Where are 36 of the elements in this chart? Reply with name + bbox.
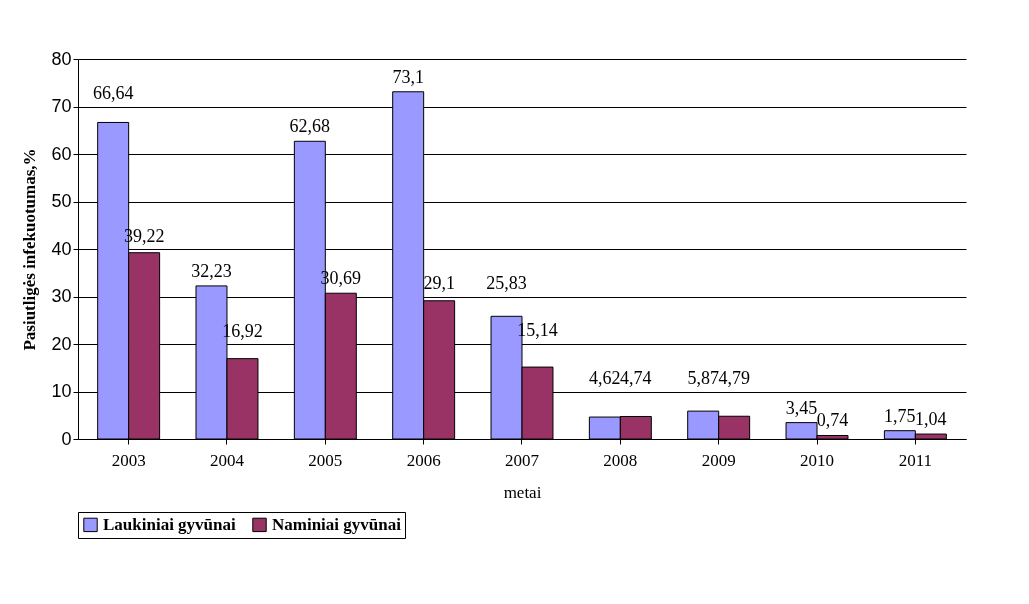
y-tick-label: 60 [51, 143, 72, 164]
x-axis-title: metai [503, 482, 542, 502]
x-tick-label: 2011 [898, 450, 933, 470]
legend-label: Naminiai gyvūnai [272, 514, 402, 534]
y-tick-label: 30 [51, 286, 72, 306]
x-tick-label: 2009 [701, 450, 736, 470]
x-tick-label: 2007 [505, 450, 540, 470]
y-axis-title: Pasiutligės infekuotumas,% [20, 148, 40, 351]
data-label: 0,74 [816, 410, 849, 431]
data-label: 62,68 [289, 116, 331, 137]
data-label: 25,83 [486, 273, 527, 294]
data-label: 66,64 [92, 83, 134, 104]
data-label: 1,04 [915, 409, 947, 430]
data-label: 4,62 [589, 368, 621, 389]
data-label: 73,1 [392, 66, 424, 87]
data-label: 5,87 [687, 368, 719, 389]
data-label: 32,23 [191, 260, 232, 281]
y-tick-label: 50 [51, 191, 72, 211]
y-tick-label: 40 [51, 238, 72, 259]
data-label: 3,45 [785, 397, 818, 418]
x-tick-label: 2003 [111, 450, 146, 470]
x-tick-label: 2005 [308, 450, 343, 470]
data-label: 4,79 [718, 368, 750, 389]
data-label: 1,75 [884, 405, 916, 426]
x-tick-label: 2010 [800, 450, 835, 470]
y-tick-label: 0 [61, 428, 72, 449]
y-tick-label: 80 [51, 48, 72, 69]
x-tick-label: 2004 [209, 450, 245, 470]
data-label: 29,1 [423, 272, 455, 293]
y-tick-label: 20 [51, 333, 72, 354]
data-label: 4,74 [620, 368, 652, 389]
legend-label: Laukiniai gyvūnai [103, 514, 237, 534]
y-tick-label: 10 [51, 381, 72, 401]
y-tick-label: 70 [51, 96, 72, 116]
x-tick-label: 2008 [603, 450, 638, 470]
x-tick-label: 2006 [406, 450, 441, 470]
